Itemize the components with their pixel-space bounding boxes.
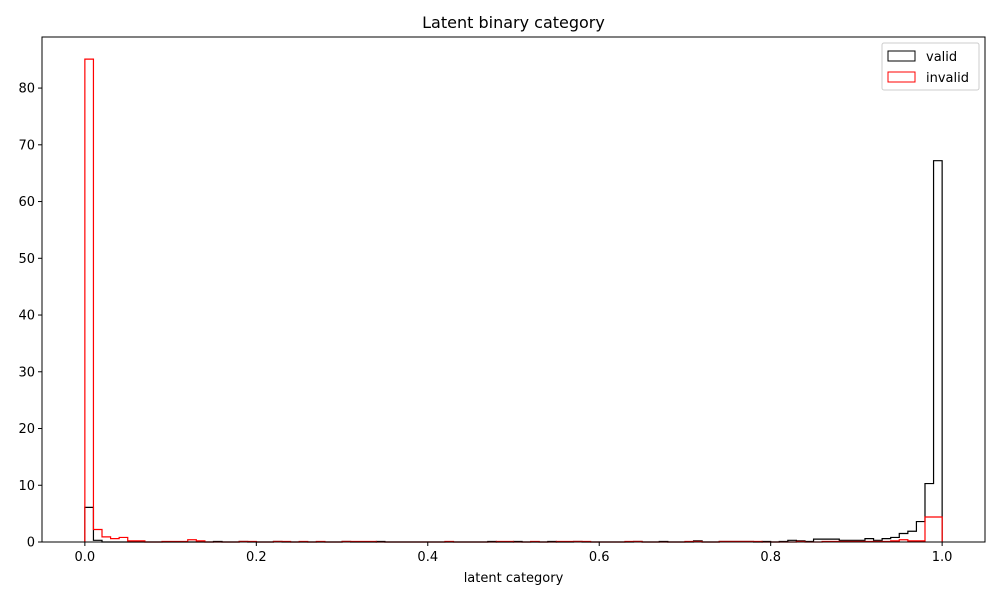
legend-swatch-valid [887,50,916,62]
x-tick-label: 0.6 [589,550,610,565]
legend: valid invalid [881,42,980,91]
y-tick-label: 60 [18,195,35,210]
legend-frame [881,42,980,91]
y-tick-label: 40 [18,309,35,324]
legend-label-valid: valid [926,50,957,65]
legend-label-invalid: invalid [926,71,969,86]
y-tick-label: 30 [18,365,35,380]
y-tick-label: 0 [27,536,35,551]
x-tick-label: 0.0 [75,550,96,565]
x-axis-label: latent category [464,571,564,586]
chart-title: Latent binary category [422,13,605,32]
x-tick-label: 1.0 [932,550,953,565]
x-tick-label: 0.2 [246,550,267,565]
x-tick-label: 0.4 [417,550,438,565]
legend-swatch-invalid [887,71,916,83]
y-tick-label: 50 [18,252,35,267]
y-tick-label: 80 [18,82,35,97]
axes-layer: 0.0 0.2 0.4 0.6 0.8 1.0 0 10 20 30 40 50 60 70 80 [18,36,986,565]
plot-area [42,37,985,542]
y-tick-label: 10 [18,479,35,494]
x-tick-label: 0.8 [760,550,781,565]
y-tick-label: 20 [18,422,35,437]
y-tick-label: 70 [18,138,35,153]
axes-frame [41,36,986,543]
plot-background [42,37,985,542]
